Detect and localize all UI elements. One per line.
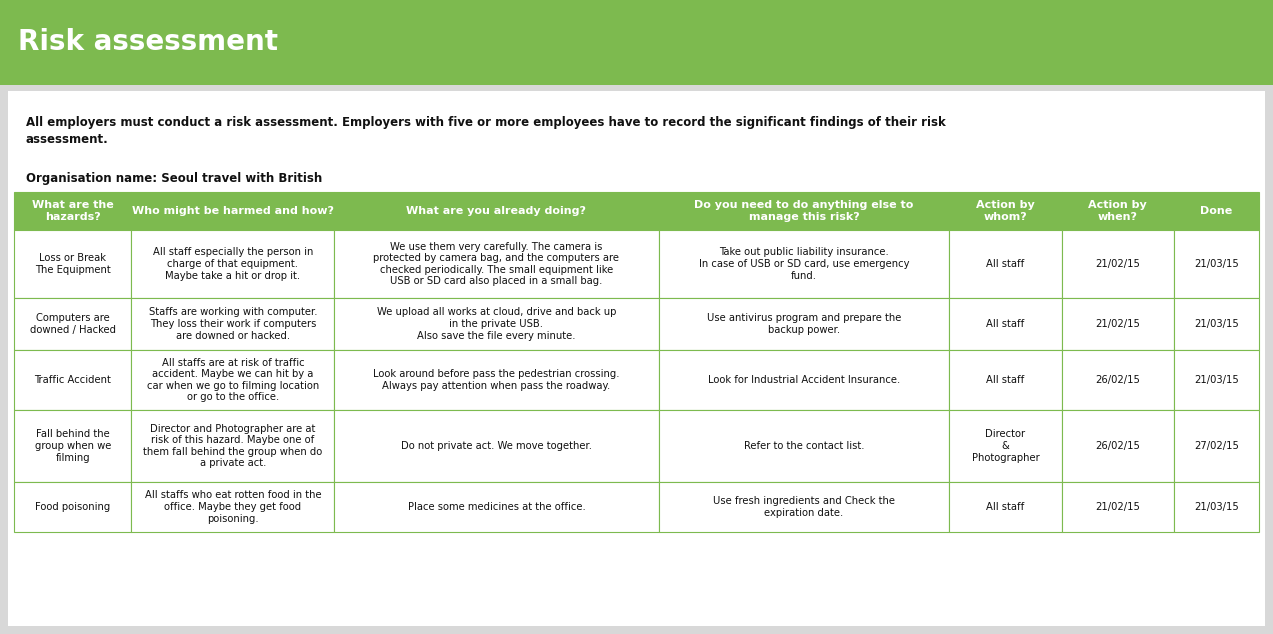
Text: All staff: All staff: [987, 319, 1025, 329]
Bar: [335, 350, 658, 410]
Text: 27/02/15: 27/02/15: [1194, 441, 1239, 451]
Bar: [14, 230, 131, 298]
Bar: [1062, 192, 1174, 230]
Text: Use antivirus program and prepare the
backup power.: Use antivirus program and prepare the ba…: [707, 313, 901, 335]
Text: Fall behind the
group when we
filming: Fall behind the group when we filming: [34, 429, 111, 463]
Bar: [131, 230, 335, 298]
Text: assessment.: assessment.: [25, 133, 108, 146]
Text: Director and Photographer are at
risk of this hazard. Maybe one of
them fall beh: Director and Photographer are at risk of…: [144, 424, 322, 469]
Bar: [335, 482, 658, 532]
Text: 21/02/15: 21/02/15: [1095, 319, 1141, 329]
Bar: [1174, 230, 1259, 298]
Bar: [1174, 482, 1259, 532]
Bar: [335, 298, 658, 350]
Bar: [1174, 350, 1259, 410]
Bar: [950, 298, 1062, 350]
Text: Risk assessment: Risk assessment: [18, 29, 278, 56]
Text: All staff: All staff: [987, 375, 1025, 385]
Bar: [658, 482, 950, 532]
Text: 26/02/15: 26/02/15: [1095, 441, 1141, 451]
Text: Computers are
downed / Hacked: Computers are downed / Hacked: [29, 313, 116, 335]
Bar: [335, 410, 658, 482]
Text: Staffs are working with computer.
They loss their work if computers
are downed o: Staffs are working with computer. They l…: [149, 307, 317, 340]
Bar: [1062, 350, 1174, 410]
Bar: [1062, 230, 1174, 298]
Bar: [335, 230, 658, 298]
Text: Place some medicines at the office.: Place some medicines at the office.: [407, 502, 586, 512]
Bar: [658, 230, 950, 298]
Bar: [14, 482, 131, 532]
Bar: [14, 350, 131, 410]
Text: Take out public liability insurance.
In case of USB or SD card, use emergency
fu: Take out public liability insurance. In …: [699, 247, 909, 281]
Bar: [131, 410, 335, 482]
Bar: [131, 350, 335, 410]
Text: Done: Done: [1200, 206, 1232, 216]
Text: 21/02/15: 21/02/15: [1095, 259, 1141, 269]
Bar: [950, 350, 1062, 410]
Bar: [1062, 482, 1174, 532]
Text: 21/03/15: 21/03/15: [1194, 502, 1239, 512]
Text: Director
&
Photographer: Director & Photographer: [971, 429, 1039, 463]
Text: 21/02/15: 21/02/15: [1095, 502, 1141, 512]
Text: Who might be harmed and how?: Who might be harmed and how?: [132, 206, 334, 216]
Bar: [131, 298, 335, 350]
Bar: [1174, 192, 1259, 230]
Text: Loss or Break
The Equipment: Loss or Break The Equipment: [34, 253, 111, 275]
Bar: [658, 410, 950, 482]
Text: All staffs are at risk of traffic
accident. Maybe we can hit by a
car when we go: All staffs are at risk of traffic accide…: [146, 358, 320, 403]
Text: All staff: All staff: [987, 259, 1025, 269]
Bar: [131, 482, 335, 532]
Bar: [335, 192, 658, 230]
Text: 21/03/15: 21/03/15: [1194, 375, 1239, 385]
Text: All employers must conduct a risk assessment. Employers with five or more employ: All employers must conduct a risk assess…: [25, 116, 946, 129]
Text: 21/03/15: 21/03/15: [1194, 319, 1239, 329]
Text: Do not private act. We move together.: Do not private act. We move together.: [401, 441, 592, 451]
Bar: [658, 350, 950, 410]
Text: All staff especially the person in
charge of that equipment.
Maybe take a hit or: All staff especially the person in charg…: [153, 247, 313, 281]
Text: Action by
when?: Action by when?: [1088, 200, 1147, 222]
Bar: [950, 482, 1062, 532]
Bar: [658, 192, 950, 230]
Bar: [950, 230, 1062, 298]
Text: Action by
whom?: Action by whom?: [976, 200, 1035, 222]
Text: 26/02/15: 26/02/15: [1095, 375, 1141, 385]
Text: We upload all works at cloud, drive and back up
in the private USB.
Also save th: We upload all works at cloud, drive and …: [377, 307, 616, 340]
Bar: [8, 91, 1265, 626]
Text: Refer to the contact list.: Refer to the contact list.: [743, 441, 864, 451]
Bar: [0, 0, 1273, 85]
Bar: [950, 192, 1062, 230]
Text: Use fresh ingredients and Check the
expiration date.: Use fresh ingredients and Check the expi…: [713, 496, 895, 518]
Text: What are you already doing?: What are you already doing?: [406, 206, 587, 216]
Text: Organisation name: Seoul travel with British: Organisation name: Seoul travel with Bri…: [25, 172, 322, 185]
Bar: [1174, 410, 1259, 482]
Bar: [950, 410, 1062, 482]
Text: 21/03/15: 21/03/15: [1194, 259, 1239, 269]
Text: Look for Industrial Accident Insurance.: Look for Industrial Accident Insurance.: [708, 375, 900, 385]
Text: All staff: All staff: [987, 502, 1025, 512]
Text: Do you need to do anything else to
manage this risk?: Do you need to do anything else to manag…: [694, 200, 914, 222]
Bar: [131, 192, 335, 230]
Bar: [658, 298, 950, 350]
Text: All staffs who eat rotten food in the
office. Maybe they get food
poisoning.: All staffs who eat rotten food in the of…: [145, 491, 321, 524]
Bar: [1174, 298, 1259, 350]
Text: We use them very carefully. The camera is
protected by camera bag, and the compu: We use them very carefully. The camera i…: [373, 242, 620, 287]
Bar: [14, 410, 131, 482]
Bar: [14, 192, 131, 230]
Bar: [1062, 298, 1174, 350]
Bar: [14, 298, 131, 350]
Text: What are the
hazards?: What are the hazards?: [32, 200, 113, 222]
Text: Traffic Accident: Traffic Accident: [34, 375, 111, 385]
Bar: [1062, 410, 1174, 482]
Text: Look around before pass the pedestrian crossing.
Always pay attention when pass : Look around before pass the pedestrian c…: [373, 369, 620, 391]
Text: Food poisoning: Food poisoning: [36, 502, 111, 512]
